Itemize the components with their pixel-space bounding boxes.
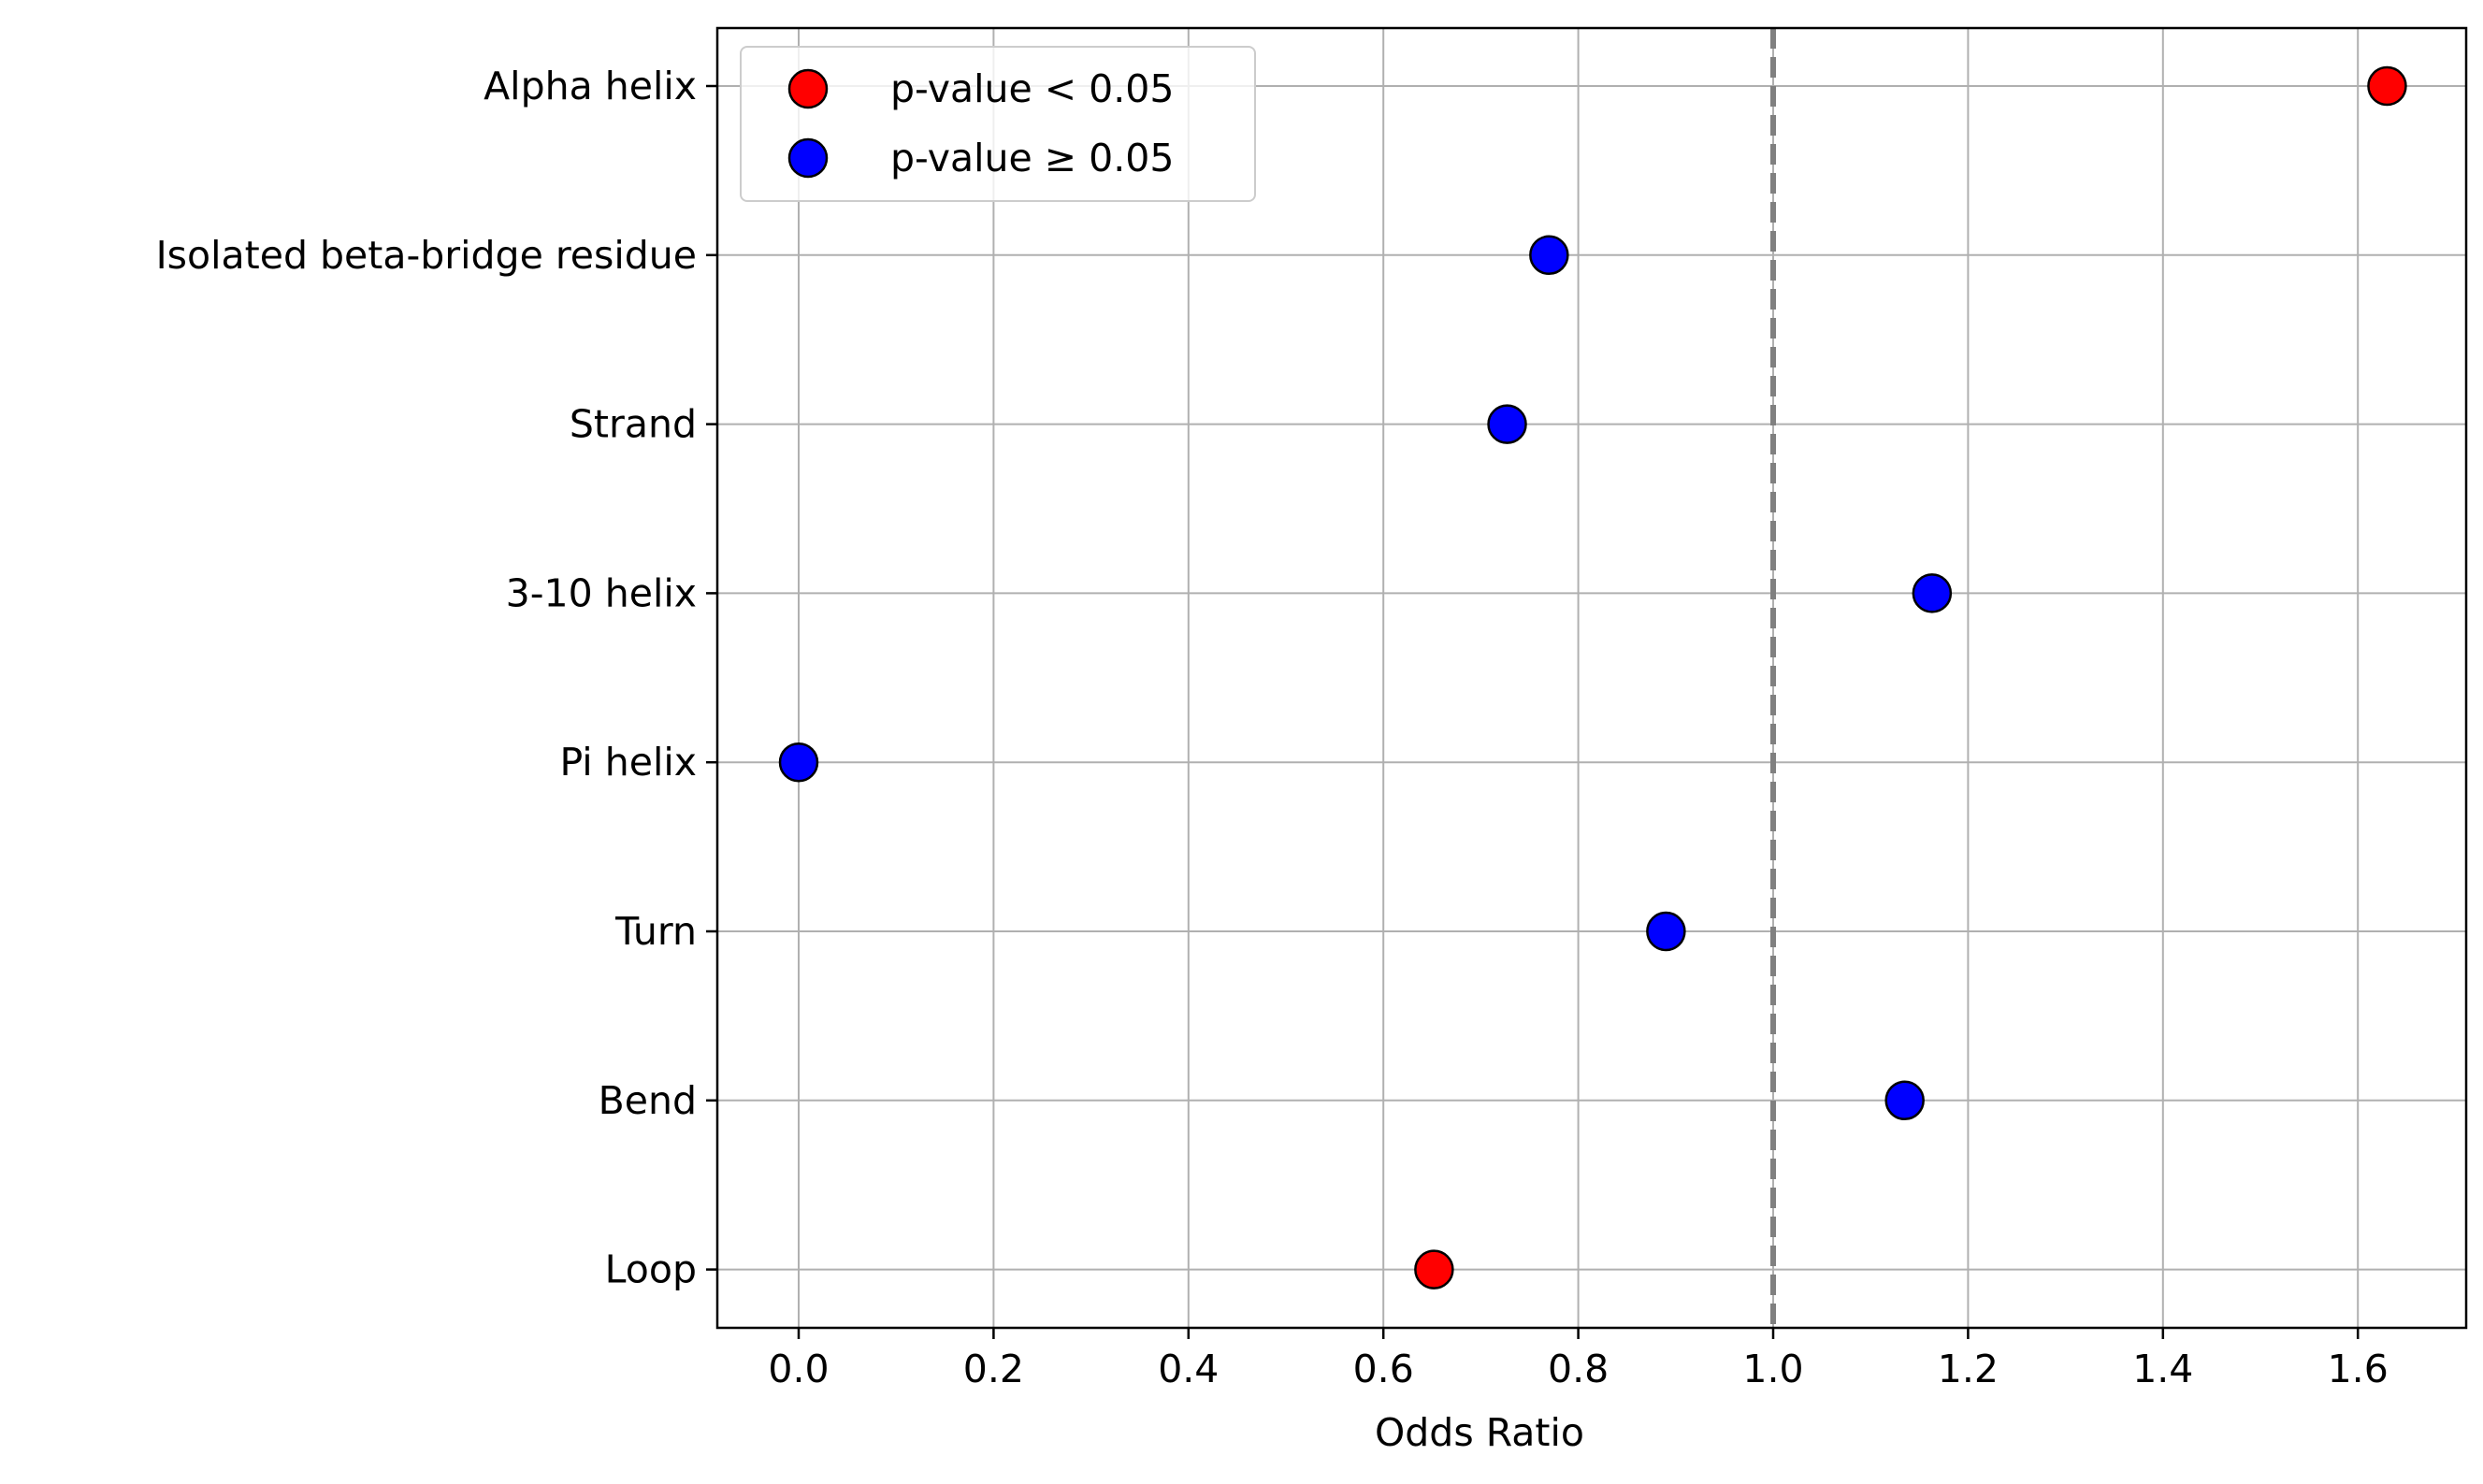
- x-tick-label: 1.6: [2328, 1347, 2389, 1391]
- data-points: [778, 65, 2407, 1289]
- y-tick-label: Strand: [570, 402, 697, 447]
- data-point: [1487, 404, 1527, 444]
- data-point: [2367, 65, 2407, 107]
- data-point: [1646, 911, 1686, 952]
- y-tick-label: Turn: [614, 909, 697, 954]
- data-point: [1414, 1249, 1454, 1289]
- x-tick-label: 0.2: [963, 1347, 1024, 1391]
- x-tick-label: 0.0: [768, 1347, 829, 1391]
- data-point: [1529, 235, 1569, 276]
- y-tick-label: Isolated beta-bridge residue: [156, 233, 697, 278]
- legend-marker-not-significant: [787, 137, 829, 179]
- legend-marker-significant: [787, 68, 829, 109]
- legend: p-value < 0.05 p-value ≥ 0.05: [740, 46, 1256, 202]
- x-tick-label: 0.8: [1548, 1347, 1609, 1391]
- y-tick-label: Loop: [605, 1247, 697, 1292]
- data-point: [1912, 573, 1953, 613]
- data-point: [1884, 1080, 1925, 1121]
- legend-label-not-significant: p-value ≥ 0.05: [890, 136, 1174, 180]
- x-tick-label: 1.2: [1938, 1347, 1999, 1391]
- y-tick-label: Bend: [599, 1078, 697, 1123]
- y-tick-label: 3-10 helix: [506, 570, 697, 615]
- axis-ticks: [706, 84, 2360, 1339]
- x-tick-labels: 0.0 0.2 0.4 0.6 0.8 1.0 1.2 1.4 1.6: [768, 1347, 2388, 1391]
- x-tick-label: 1.0: [1742, 1347, 1803, 1391]
- y-tick-labels: Alpha helix Isolated beta-bridge residue S…: [156, 64, 697, 1292]
- legend-label-significant: p-value < 0.05: [890, 66, 1174, 111]
- x-tick-label: 1.4: [2132, 1347, 2193, 1391]
- plot-area-frame: [715, 26, 2468, 1330]
- y-tick-label: Pi helix: [559, 740, 697, 785]
- legend-box: [740, 46, 1256, 202]
- y-tick-label: Alpha helix: [484, 64, 697, 108]
- x-tick-label: 0.4: [1158, 1347, 1219, 1391]
- x-axis-title: Odds Ratio: [1375, 1410, 1584, 1455]
- x-tick-label: 0.6: [1353, 1347, 1414, 1391]
- data-point: [778, 742, 819, 783]
